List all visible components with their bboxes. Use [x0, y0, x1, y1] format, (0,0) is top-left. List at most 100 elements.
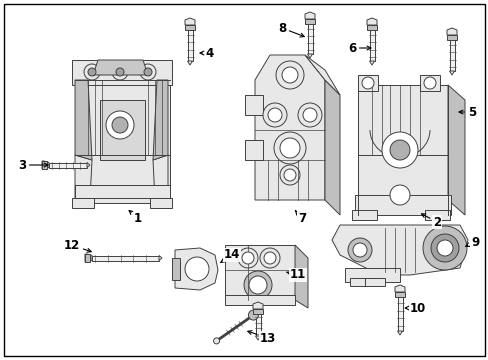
Text: 9: 9 [465, 235, 478, 248]
Bar [345, 268, 399, 282]
Circle shape [248, 276, 266, 294]
Circle shape [213, 338, 219, 344]
Circle shape [389, 140, 409, 160]
Circle shape [267, 108, 282, 122]
Polygon shape [42, 161, 49, 169]
Circle shape [430, 234, 458, 262]
Polygon shape [184, 18, 195, 25]
Polygon shape [446, 28, 456, 35]
Bar [224, 295, 294, 305]
Circle shape [273, 132, 305, 164]
Bar [394, 292, 404, 297]
Bar [366, 25, 376, 30]
Polygon shape [447, 85, 464, 215]
Circle shape [244, 271, 271, 299]
Circle shape [297, 103, 321, 127]
Circle shape [84, 64, 100, 80]
Polygon shape [87, 162, 90, 167]
Bar [92, 256, 159, 261]
Bar [187, 25, 192, 61]
Polygon shape [75, 155, 92, 200]
Bar [364, 278, 384, 286]
Circle shape [140, 64, 156, 80]
Text: 13: 13 [247, 330, 276, 345]
Circle shape [389, 185, 409, 205]
Polygon shape [153, 80, 168, 160]
Bar [446, 35, 456, 40]
Bar [354, 195, 450, 215]
Text: 4: 4 [200, 46, 214, 59]
Bar [255, 309, 260, 336]
Circle shape [303, 108, 316, 122]
Polygon shape [252, 302, 263, 309]
Bar [349, 278, 369, 286]
Polygon shape [366, 18, 376, 25]
Text: 8: 8 [277, 22, 304, 37]
Circle shape [238, 248, 258, 268]
Bar [150, 198, 172, 208]
Polygon shape [394, 285, 404, 292]
Circle shape [248, 310, 258, 320]
Circle shape [280, 138, 299, 158]
Polygon shape [331, 225, 467, 275]
Circle shape [112, 64, 128, 80]
Bar [397, 292, 402, 331]
Circle shape [184, 257, 208, 281]
Polygon shape [255, 336, 260, 340]
Text: 7: 7 [295, 211, 305, 225]
Bar [351, 210, 376, 220]
Bar [75, 80, 170, 200]
Circle shape [347, 238, 371, 262]
Text: 5: 5 [458, 105, 475, 118]
Bar [75, 185, 170, 203]
Bar [42, 161, 47, 169]
Bar [424, 210, 449, 220]
Circle shape [116, 68, 124, 76]
Polygon shape [175, 248, 218, 290]
Polygon shape [307, 54, 312, 58]
Polygon shape [294, 245, 307, 308]
Polygon shape [159, 256, 162, 261]
Bar [244, 95, 263, 115]
Circle shape [436, 240, 452, 256]
Text: 3: 3 [18, 158, 48, 171]
Text: 6: 6 [347, 41, 370, 54]
Bar [357, 75, 377, 91]
Polygon shape [369, 61, 374, 65]
Circle shape [280, 165, 299, 185]
Circle shape [260, 248, 280, 268]
Circle shape [112, 117, 128, 133]
Bar [72, 60, 172, 85]
Polygon shape [325, 80, 339, 215]
Text: 14: 14 [220, 248, 240, 262]
Bar [72, 198, 94, 208]
Circle shape [282, 67, 297, 83]
Polygon shape [397, 331, 402, 335]
Text: 1: 1 [129, 211, 142, 225]
Bar [419, 75, 439, 91]
Circle shape [284, 169, 295, 181]
Polygon shape [448, 71, 453, 75]
Bar [369, 25, 374, 61]
Bar [357, 85, 447, 200]
Bar [307, 19, 312, 54]
Bar [244, 140, 263, 160]
Circle shape [242, 252, 253, 264]
Circle shape [423, 77, 435, 89]
Polygon shape [75, 80, 92, 160]
Bar [184, 25, 195, 30]
Polygon shape [93, 60, 148, 75]
Polygon shape [305, 12, 314, 19]
Circle shape [106, 111, 134, 139]
Bar [224, 245, 294, 300]
Circle shape [143, 68, 152, 76]
Circle shape [88, 68, 96, 76]
Bar [100, 100, 145, 160]
Bar [448, 35, 453, 71]
Polygon shape [305, 55, 339, 95]
Polygon shape [85, 254, 92, 262]
Bar [305, 19, 314, 24]
Circle shape [361, 77, 373, 89]
Polygon shape [254, 55, 325, 200]
Circle shape [263, 103, 286, 127]
